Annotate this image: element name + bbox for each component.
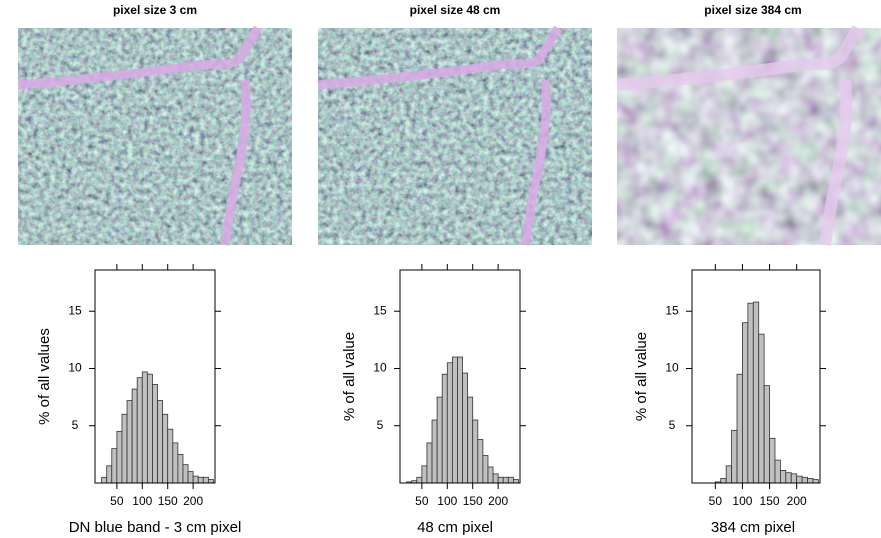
bar [131, 388, 138, 484]
x-tick-label: 200 [787, 494, 807, 508]
bar [502, 476, 509, 484]
y-axis-label: % of all value [633, 332, 650, 421]
bar [812, 479, 819, 484]
bar [446, 362, 453, 484]
x-tick-label: 200 [183, 494, 203, 508]
bar [106, 465, 113, 484]
bar [146, 373, 153, 484]
photo [317, 25, 592, 246]
x-axis-label: 48 cm pixel [417, 519, 493, 536]
bar [431, 419, 438, 484]
bar [416, 476, 423, 484]
y-tick-label: 15 [68, 303, 82, 317]
bar [111, 448, 118, 484]
x-tick-label: 200 [488, 494, 508, 508]
plot-frame [399, 269, 521, 484]
y-axis-label: % of all values [36, 328, 53, 425]
bar [197, 476, 204, 484]
chart-title: pixel size 3 cm [113, 3, 197, 17]
x-axis-label: 384 cm pixel [711, 519, 795, 536]
bar [436, 396, 443, 484]
bar [116, 431, 123, 484]
x-tick-label: 150 [760, 494, 780, 508]
bar [742, 322, 749, 484]
bar [457, 356, 463, 484]
bar [172, 442, 179, 484]
bar [177, 453, 184, 484]
plot-frame [691, 269, 821, 484]
bar [101, 476, 108, 484]
bar [182, 464, 189, 484]
bar [126, 400, 133, 484]
bar [202, 476, 209, 484]
x-axis-label: DN blue band - 3 cm pixel [69, 519, 242, 536]
bar [780, 470, 787, 484]
bar [482, 455, 489, 484]
bar [441, 373, 448, 484]
bar [790, 473, 798, 484]
chart-title: pixel size 384 cm [704, 3, 801, 17]
bar [167, 428, 174, 484]
bar [512, 479, 519, 484]
y-tick-label: 10 [373, 361, 387, 375]
bar [774, 459, 781, 484]
chart-title: pixel size 48 cm [410, 3, 501, 17]
bar [807, 478, 814, 484]
bar [421, 465, 428, 484]
bar [752, 301, 760, 484]
bar [162, 413, 169, 484]
bar [507, 476, 514, 484]
bar [769, 437, 776, 484]
x-tick-label: 50 [110, 494, 124, 508]
bar [796, 475, 803, 484]
bar [785, 472, 792, 484]
bar [720, 478, 727, 484]
y-tick-label: 5 [377, 418, 384, 432]
bar [492, 473, 499, 484]
bar [157, 400, 164, 484]
photo [616, 24, 881, 246]
bar [763, 385, 770, 484]
x-tick-label: 100 [732, 494, 752, 508]
bar [136, 377, 143, 484]
bar [487, 466, 494, 484]
y-axis-label: % of all value [341, 332, 358, 421]
bar [477, 439, 484, 484]
y-tick-label: 10 [68, 361, 82, 375]
y-tick-label: 5 [72, 418, 79, 432]
x-tick-label: 100 [437, 494, 457, 508]
plot-frame [94, 269, 216, 484]
x-tick-label: 150 [158, 494, 178, 508]
bar [731, 429, 738, 484]
bar [462, 372, 469, 484]
bar [497, 476, 504, 484]
bar [725, 465, 732, 484]
bar [141, 371, 148, 484]
bar [152, 384, 158, 484]
y-tick-label: 15 [665, 303, 679, 317]
x-tick-label: 50 [415, 494, 429, 508]
x-tick-label: 100 [132, 494, 152, 508]
bar [758, 333, 765, 484]
y-tick-label: 10 [665, 361, 679, 375]
x-tick-label: 150 [463, 494, 483, 508]
bar [472, 419, 479, 484]
bar [451, 356, 458, 484]
bar [207, 479, 214, 484]
bar [467, 396, 474, 484]
bar [187, 471, 194, 484]
y-tick-label: 5 [669, 418, 676, 432]
y-tick-label: 15 [373, 303, 387, 317]
bar [801, 476, 808, 484]
bar [192, 475, 199, 484]
bar [747, 302, 754, 484]
bar [426, 442, 433, 484]
bar [121, 413, 128, 484]
bar [736, 373, 743, 484]
photo [17, 25, 292, 246]
x-tick-label: 50 [709, 494, 723, 508]
